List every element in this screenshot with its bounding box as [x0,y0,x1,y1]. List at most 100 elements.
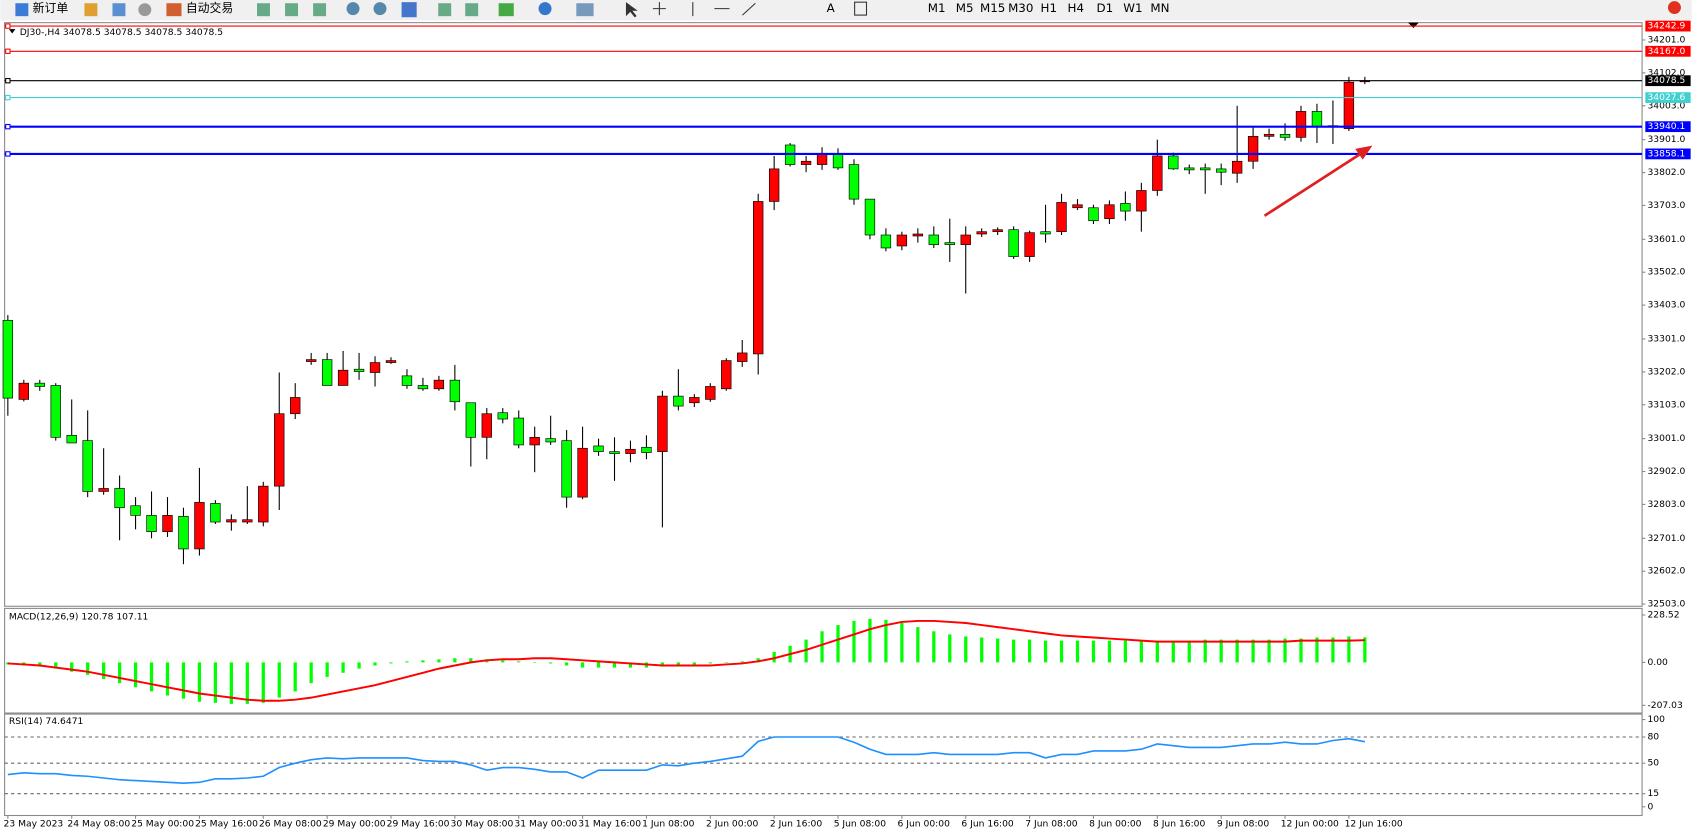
macd-bar [117,662,122,684]
candle-down [864,198,876,236]
macd-bar [564,662,569,666]
candle-up [657,395,668,452]
macd-bar [628,662,633,668]
y-tick-label: 32902.0 [1647,466,1685,477]
price-box-label: 34167.0 [1647,46,1685,57]
new-order-icon[interactable] [15,3,29,17]
candle-up [290,397,301,415]
candle-down [593,445,604,452]
new-order-button[interactable]: 新订单 [33,1,69,15]
timeframe-button[interactable]: M5 [956,1,974,15]
macd-bar [580,662,585,668]
macd-panel [4,607,1643,714]
text-tool[interactable]: A [827,1,836,15]
macd-bar [405,661,409,663]
macd-bar [277,662,281,698]
candle-up [1072,204,1083,209]
timeframe-button[interactable]: H4 [1068,1,1084,15]
macd-bar [948,634,952,663]
tool-icon[interactable] [138,3,152,17]
tool-icon[interactable] [401,2,417,18]
macd-bar [964,636,968,663]
macd-bar [341,662,345,673]
auto-trade-button[interactable]: 自动交易 [186,1,233,15]
timeframe-button[interactable]: MN [1150,1,1169,15]
macd-bar [1331,637,1335,663]
candle-down [1120,203,1131,212]
macd-bar [1043,640,1048,663]
x-tick-label: 6 Jun 00:00 [898,819,951,830]
tool-icon[interactable] [257,3,270,17]
y-tick-label: -207.03 [1647,700,1683,711]
auto-trade-icon[interactable] [166,3,182,17]
zoom-in[interactable] [346,2,360,16]
macd-bar [245,662,249,704]
macd-bar [421,660,425,663]
macd-bar [708,662,712,664]
macd-bar [437,659,441,663]
candle-up [912,233,924,237]
macd-bar [996,638,1000,663]
candle-up [705,386,716,400]
y-tick-label: 15 [1647,788,1659,799]
timeframe-button[interactable]: M30 [1008,1,1033,15]
tool-icon[interactable] [84,3,98,17]
y-tick-label: 228.52 [1647,610,1679,621]
macd-bar [469,658,473,663]
y-tick-label: 33703.0 [1647,200,1685,211]
label-tool[interactable] [854,1,868,16]
candle-down [82,440,93,492]
candle-down [1088,207,1099,222]
macd-bar [756,658,760,663]
cursor-tool[interactable] [625,2,638,18]
y-tick-label: 33601.0 [1647,234,1685,245]
candle-down [146,515,157,532]
tool-icon[interactable] [285,3,299,17]
macd-bar [1027,639,1032,663]
candle-up [992,229,1003,232]
macd-bar [1091,640,1096,663]
candle-down [673,395,684,407]
y-tick-label: 33802.0 [1647,167,1685,178]
candle-down [1184,167,1195,171]
tool-icon[interactable] [538,2,552,16]
timeframe-button[interactable]: M1 [928,1,946,15]
symbol-marker [8,29,16,34]
price-box [1645,148,1691,160]
crosshair-tool[interactable] [652,2,666,16]
candle-up [1343,81,1355,130]
y-tick-label: 33202.0 [1647,366,1685,377]
tool-icon[interactable] [112,3,126,17]
candle-up [1295,111,1307,138]
line-tools[interactable] [692,2,756,17]
candle-down [944,242,955,245]
tool-icon[interactable] [576,3,594,17]
candle-down [1215,168,1227,173]
macd-bar [1203,639,1207,663]
macd-bar [373,662,377,666]
tool-icon[interactable] [438,3,452,17]
macd-bar [181,662,186,699]
level-handle [5,77,11,84]
tool-icon[interactable] [313,3,327,17]
price-box-label: 34242.9 [1647,21,1685,32]
macd-bar [612,662,617,668]
zoom-out[interactable] [373,2,387,16]
x-tick-label: 12 Jun 16:00 [1345,819,1403,830]
x-tick-label: 1 Jun 08:00 [642,819,695,830]
candle-up [1056,202,1067,232]
timeframe-button[interactable]: H1 [1041,1,1057,15]
timeframe-button[interactable]: W1 [1123,1,1142,15]
tool-icon[interactable] [465,3,479,17]
macd-bar [533,662,537,663]
macd-bar [916,627,920,663]
tool-icon[interactable] [498,3,514,17]
macd-bar [1139,640,1143,663]
level-handle [5,23,11,29]
timeframe-button[interactable]: D1 [1097,1,1114,15]
candle-up [1104,204,1115,220]
notification-badge[interactable] [1667,1,1681,15]
timeframe-button[interactable]: M15 [980,1,1005,15]
x-tick-label: 2 Jun 16:00 [770,819,823,830]
